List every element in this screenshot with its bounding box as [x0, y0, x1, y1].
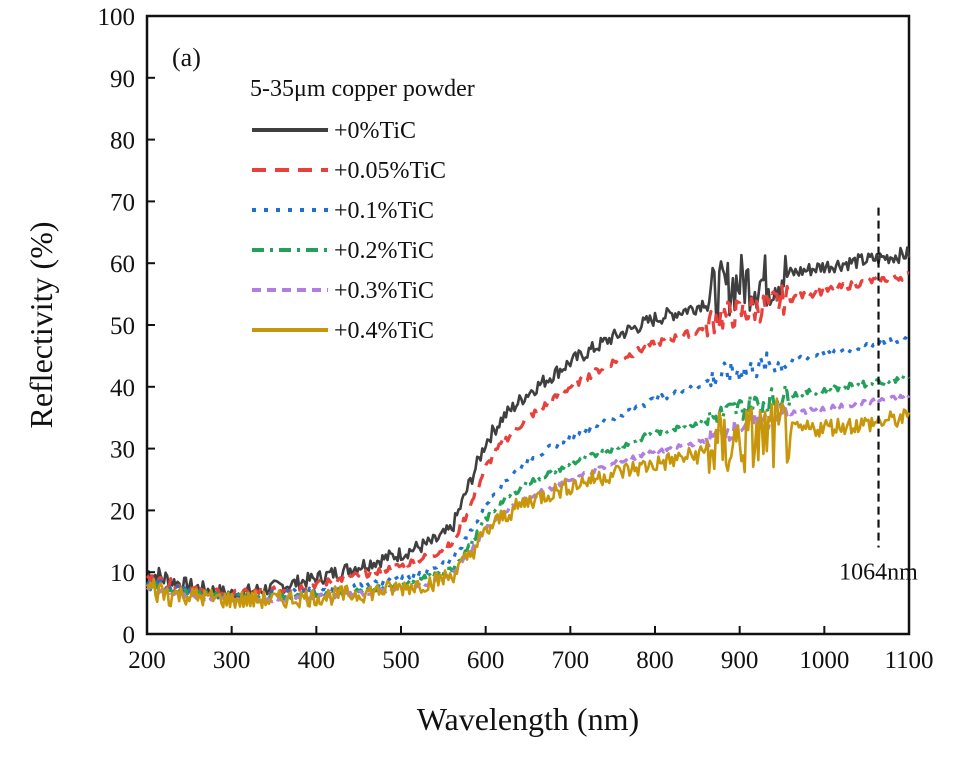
series-line: [145, 393, 911, 604]
y-tick-label: 90: [110, 66, 135, 93]
y-tick-label: 50: [110, 313, 135, 340]
y-axis-title: Reflectivity (%): [23, 221, 59, 428]
x-tick-label: 300: [213, 647, 251, 674]
y-tick-label: 60: [110, 251, 135, 278]
y-tick-label: 100: [98, 4, 136, 31]
series-line: [145, 334, 911, 601]
x-tick-label: 400: [298, 647, 336, 674]
x-tick-label: 1100: [884, 647, 933, 674]
y-tick-label: 0: [123, 622, 136, 649]
x-tick-label: 600: [467, 647, 505, 674]
legend-label: +0.05%TiC: [334, 158, 446, 184]
axes-layer: 200 300 400 500 600 700 800 900 1000 1100 0 10 20 30 4…: [98, 4, 934, 674]
series-line: [146, 246, 911, 601]
y-tick-label: 20: [110, 498, 135, 525]
y-tick-label: 30: [110, 437, 135, 464]
series-line: [146, 373, 911, 602]
annotation-layer: 1064nm: [839, 207, 918, 585]
x-tick-label: 200: [128, 647, 166, 674]
x-tick-label: 1000: [799, 647, 849, 674]
x-tick-label: 500: [382, 647, 420, 674]
y-tick-label: 10: [110, 560, 135, 587]
x-tick-label: 900: [721, 647, 759, 674]
series-line: [145, 397, 911, 610]
series-layer: [145, 246, 911, 610]
legend-label: +0.1%TiC: [334, 198, 434, 224]
y-tick-label: 80: [110, 128, 135, 155]
plot-frame: [145, 14, 911, 636]
x-axis-title: Wavelength (nm): [417, 701, 639, 737]
legend-label: +0.4%TiC: [334, 318, 434, 344]
series-line: [145, 271, 910, 599]
x-tick-label: 700: [552, 647, 590, 674]
y-tick-label: 40: [110, 375, 135, 402]
legend-label: +0.2%TiC: [334, 238, 434, 264]
legend-label: +0.3%TiC: [334, 278, 434, 304]
legend-label: +0%TiC: [334, 118, 416, 144]
legend: 5-35μm copper powder +0%TiC +0.05%TiC +0.1%…: [250, 76, 475, 344]
x-tick-label: 800: [636, 647, 674, 674]
annotation-label: 1064nm: [839, 559, 918, 585]
legend-title: 5-35μm copper powder: [250, 76, 475, 102]
panel-label: (a): [172, 43, 201, 72]
y-tick-label: 70: [110, 189, 135, 216]
